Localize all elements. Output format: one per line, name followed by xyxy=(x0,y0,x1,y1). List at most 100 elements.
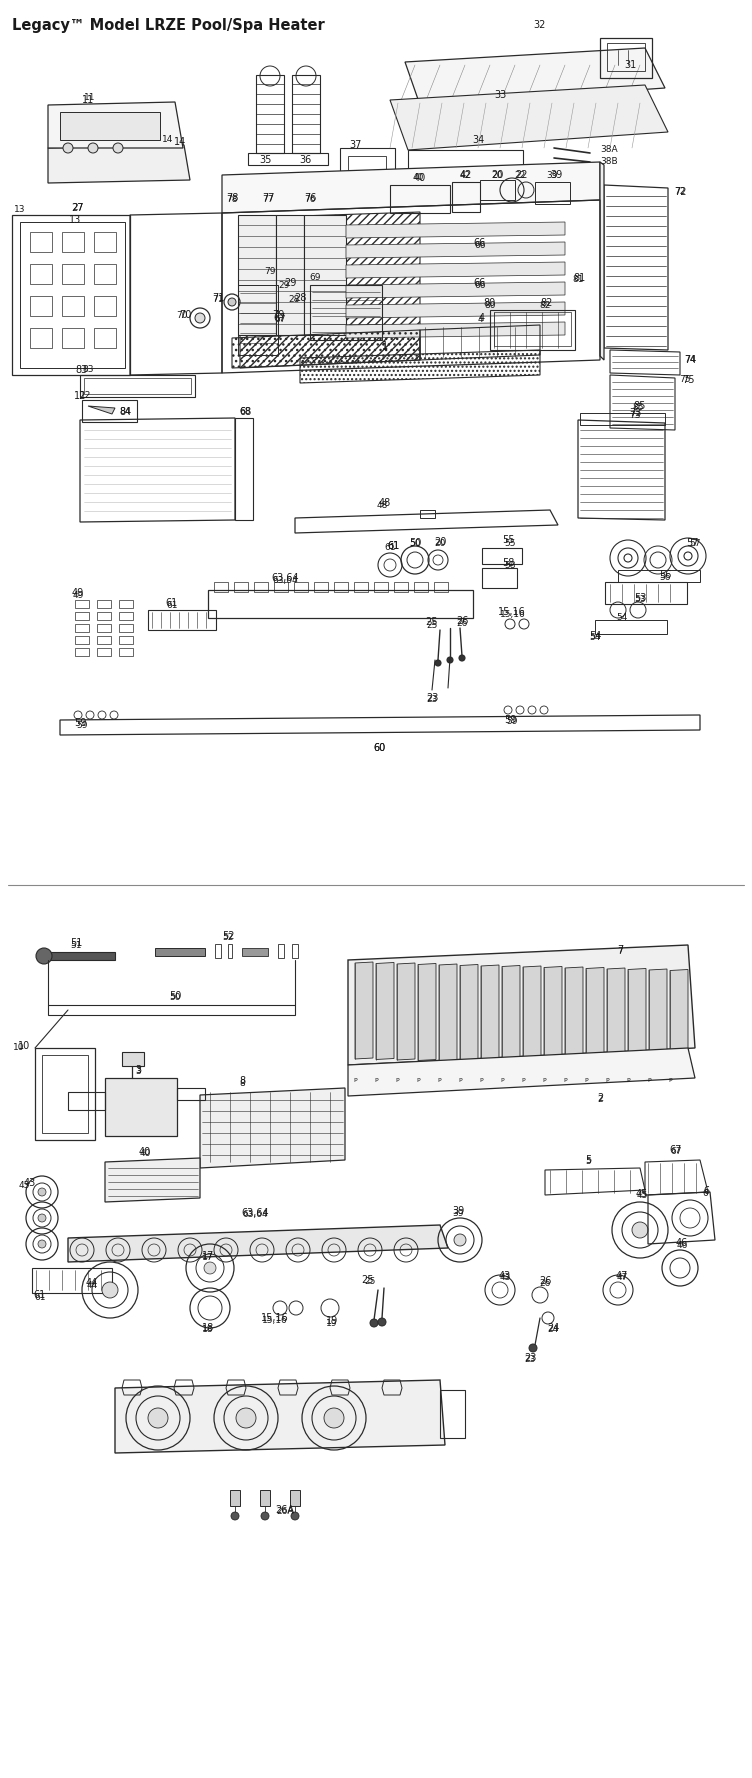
Bar xyxy=(234,581,248,592)
Bar xyxy=(105,1077,177,1136)
Text: 25: 25 xyxy=(426,617,438,628)
Text: 48: 48 xyxy=(376,500,388,510)
Text: 55: 55 xyxy=(502,535,514,546)
Text: 74: 74 xyxy=(684,356,696,364)
Polygon shape xyxy=(346,261,565,277)
Polygon shape xyxy=(600,162,604,359)
Text: 59: 59 xyxy=(74,718,86,727)
Text: 24: 24 xyxy=(547,1326,559,1335)
Circle shape xyxy=(148,1408,168,1428)
Polygon shape xyxy=(460,964,478,1061)
Polygon shape xyxy=(115,1380,445,1453)
Text: 61: 61 xyxy=(35,1293,46,1301)
Polygon shape xyxy=(155,948,205,957)
Text: 67: 67 xyxy=(670,1147,682,1156)
Bar xyxy=(215,944,221,958)
Bar xyxy=(304,215,346,334)
Text: 58: 58 xyxy=(505,560,516,569)
Text: 55: 55 xyxy=(505,539,516,548)
Bar xyxy=(32,1268,112,1293)
Polygon shape xyxy=(242,948,268,957)
Bar xyxy=(238,284,278,356)
Text: 49: 49 xyxy=(72,590,83,599)
Circle shape xyxy=(632,1221,648,1237)
Bar xyxy=(276,215,304,334)
Bar xyxy=(374,581,388,592)
Text: 12: 12 xyxy=(74,391,86,402)
Circle shape xyxy=(102,1282,118,1298)
Bar xyxy=(294,581,308,592)
Polygon shape xyxy=(346,302,565,318)
Text: 54: 54 xyxy=(590,633,601,642)
Polygon shape xyxy=(418,964,436,1060)
Bar xyxy=(482,567,517,589)
Circle shape xyxy=(261,1511,269,1520)
Text: 61: 61 xyxy=(388,541,400,551)
Circle shape xyxy=(459,654,465,661)
Polygon shape xyxy=(481,965,499,1061)
Bar xyxy=(94,327,116,348)
Bar xyxy=(82,400,137,421)
Bar xyxy=(75,624,89,631)
Polygon shape xyxy=(586,967,604,1065)
Bar xyxy=(482,548,522,564)
Polygon shape xyxy=(88,405,115,414)
Bar xyxy=(97,599,111,608)
Text: 66: 66 xyxy=(474,238,486,247)
Polygon shape xyxy=(523,965,541,1063)
Text: 61: 61 xyxy=(388,541,400,551)
Text: 28: 28 xyxy=(288,295,300,304)
Text: 28: 28 xyxy=(294,293,306,302)
Bar xyxy=(97,637,111,644)
Text: 18: 18 xyxy=(202,1323,214,1334)
Text: 43: 43 xyxy=(499,1273,511,1282)
Circle shape xyxy=(529,1344,537,1351)
Text: 2: 2 xyxy=(597,1093,603,1102)
Text: 74: 74 xyxy=(684,356,696,364)
Bar xyxy=(75,637,89,644)
Text: 85: 85 xyxy=(632,404,644,412)
Bar xyxy=(75,599,89,608)
Polygon shape xyxy=(48,146,190,183)
Text: 59: 59 xyxy=(76,720,88,729)
Text: 17: 17 xyxy=(202,1252,214,1261)
Text: 40: 40 xyxy=(139,1150,150,1159)
Text: 24: 24 xyxy=(547,1323,559,1334)
Text: 50: 50 xyxy=(409,539,421,548)
Text: 23: 23 xyxy=(524,1355,535,1364)
Circle shape xyxy=(324,1408,344,1428)
Text: 10: 10 xyxy=(13,1044,24,1053)
Polygon shape xyxy=(348,944,695,1065)
Polygon shape xyxy=(397,964,415,1060)
Bar xyxy=(595,621,667,635)
Bar xyxy=(119,637,133,644)
Circle shape xyxy=(113,142,123,153)
Circle shape xyxy=(36,948,52,964)
Polygon shape xyxy=(544,967,562,1063)
Text: P: P xyxy=(647,1077,650,1083)
Bar xyxy=(314,581,328,592)
Bar xyxy=(80,375,195,396)
Text: 53: 53 xyxy=(634,594,646,603)
Text: 43: 43 xyxy=(499,1271,511,1280)
Text: 56: 56 xyxy=(659,571,672,580)
Text: 81: 81 xyxy=(572,276,584,284)
Text: 26A: 26A xyxy=(275,1504,295,1515)
Polygon shape xyxy=(607,967,625,1065)
Text: 69: 69 xyxy=(309,274,321,283)
Text: 75: 75 xyxy=(682,375,694,386)
Circle shape xyxy=(228,299,236,306)
Text: 47: 47 xyxy=(617,1273,628,1282)
Polygon shape xyxy=(48,101,183,148)
Text: 57: 57 xyxy=(690,539,701,548)
Bar xyxy=(62,231,84,252)
Text: 61: 61 xyxy=(166,601,177,610)
Text: 25: 25 xyxy=(362,1275,374,1285)
Text: P: P xyxy=(542,1077,546,1083)
Text: 84: 84 xyxy=(120,407,131,416)
Text: 58: 58 xyxy=(502,558,514,567)
Text: 66: 66 xyxy=(474,277,486,288)
Bar xyxy=(235,418,253,519)
Polygon shape xyxy=(346,322,565,338)
Text: 47: 47 xyxy=(616,1271,628,1280)
